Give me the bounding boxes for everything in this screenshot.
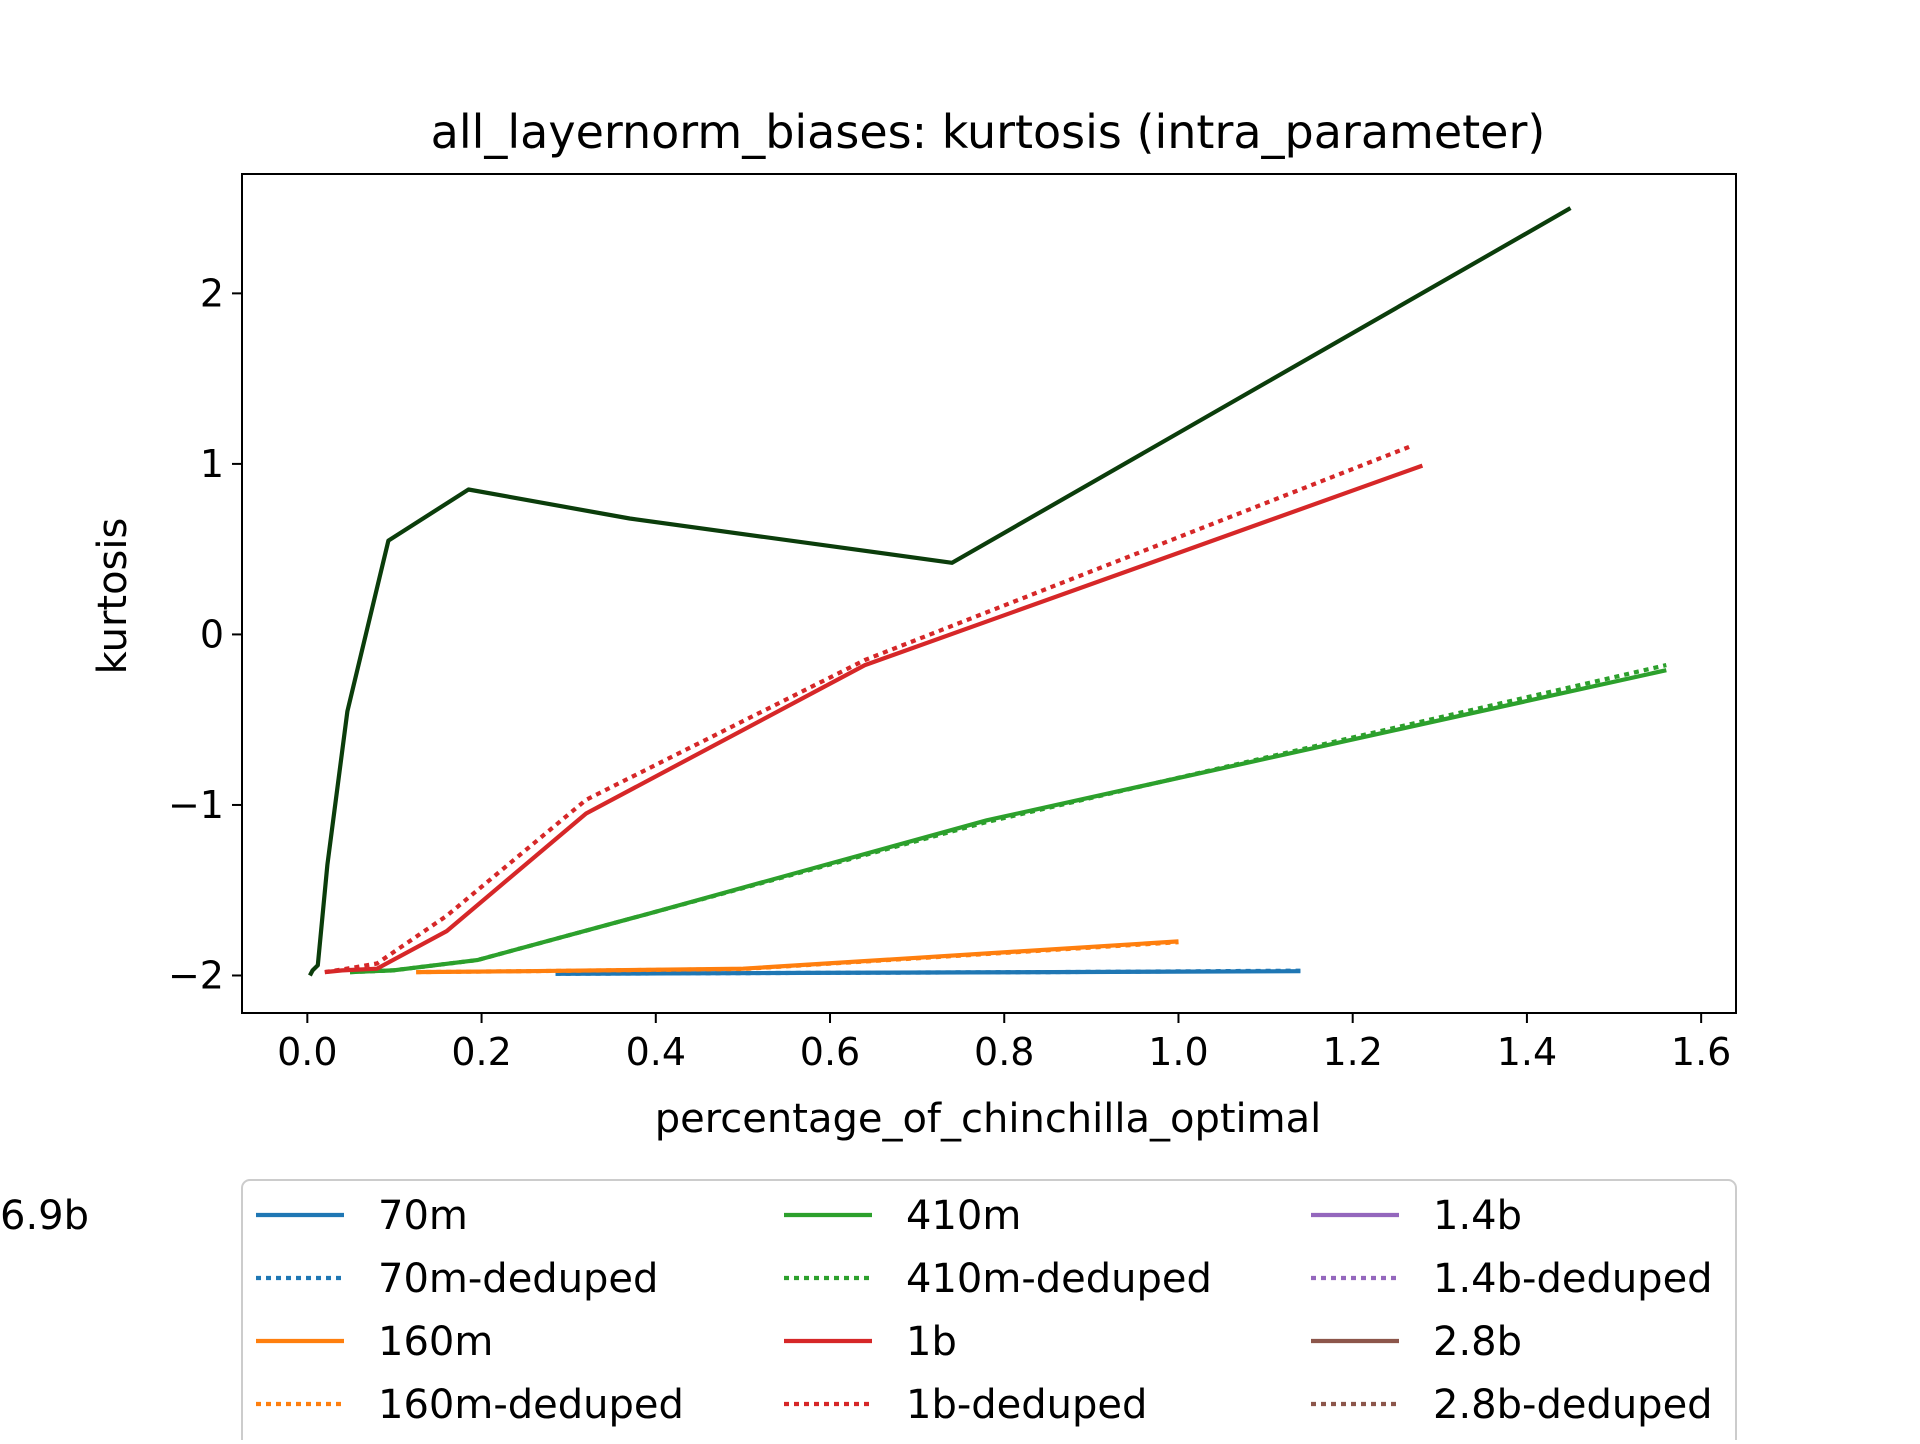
legend-label-160m-deduped: 160m-deduped	[378, 1382, 684, 1428]
x-tick-label: 1.0	[1148, 1030, 1208, 1074]
x-axis: 0.0 0.2 0.4 0.6 0.8 1.0 1.2 1.4 1.6	[277, 1013, 1731, 1074]
legend-label-70m-deduped: 70m-deduped	[378, 1256, 658, 1302]
x-tick-label: 0.4	[626, 1030, 686, 1074]
plot-series	[308, 206, 1667, 977]
y-tick-label: −2	[168, 953, 224, 997]
series-line-410m-deduped	[349, 663, 1667, 975]
legend-label-1b: 1b	[906, 1319, 957, 1365]
x-tick-label: 1.6	[1671, 1030, 1731, 1074]
y-tick-label: −1	[168, 783, 224, 827]
x-tick-label: 0.2	[451, 1030, 511, 1074]
series-line-160m-deduped	[416, 940, 1179, 975]
legend-label-70m: 70m	[378, 1193, 468, 1239]
legend-label-410m-deduped: 410m-deduped	[906, 1256, 1212, 1302]
x-tick-label: 0.8	[974, 1030, 1034, 1074]
x-axis-label: percentage_of_chinchilla_optimal	[655, 1096, 1322, 1142]
x-tick-label: 1.4	[1497, 1030, 1557, 1074]
y-tick-label: 2	[200, 271, 224, 315]
plot-frame	[241, 173, 1737, 1014]
legend-label-1.4b: 1.4b	[1433, 1193, 1522, 1239]
legend-label-2.8b: 2.8b	[1433, 1319, 1522, 1365]
legend-label-160m: 160m	[378, 1319, 493, 1365]
legend-label-1b-deduped: 1b-deduped	[906, 1382, 1147, 1428]
series-line-6.9b	[308, 206, 1572, 977]
x-tick-label: 1.2	[1322, 1030, 1382, 1074]
y-axis-label: kurtosis	[90, 518, 136, 675]
x-tick-label: 0.6	[800, 1030, 860, 1074]
legend-box	[241, 1179, 1737, 1444]
y-tick-label: 1	[200, 442, 224, 486]
series-line-70m-deduped	[555, 968, 1301, 976]
legend-label-410m: 410m	[906, 1193, 1021, 1239]
legend-label-6.9b: 6.9b	[0, 1193, 89, 1239]
y-axis: −2 −1 0 1 2	[168, 271, 242, 997]
y-tick-label: 0	[200, 612, 224, 656]
series-line-1b-deduped	[324, 443, 1415, 975]
chart-title: all_layernorm_biases: kurtosis (intra_pa…	[431, 105, 1546, 159]
legend-label-2.8b-deduped: 2.8b-deduped	[1433, 1382, 1713, 1428]
series-line-1b	[324, 463, 1424, 975]
legend: 70m 70m-deduped 160m 160m-deduped 410m 410m-d…	[0, 1179, 1737, 1444]
x-tick-label: 0.0	[277, 1030, 337, 1074]
legend-label-1.4b-deduped: 1.4b-deduped	[1433, 1256, 1713, 1302]
